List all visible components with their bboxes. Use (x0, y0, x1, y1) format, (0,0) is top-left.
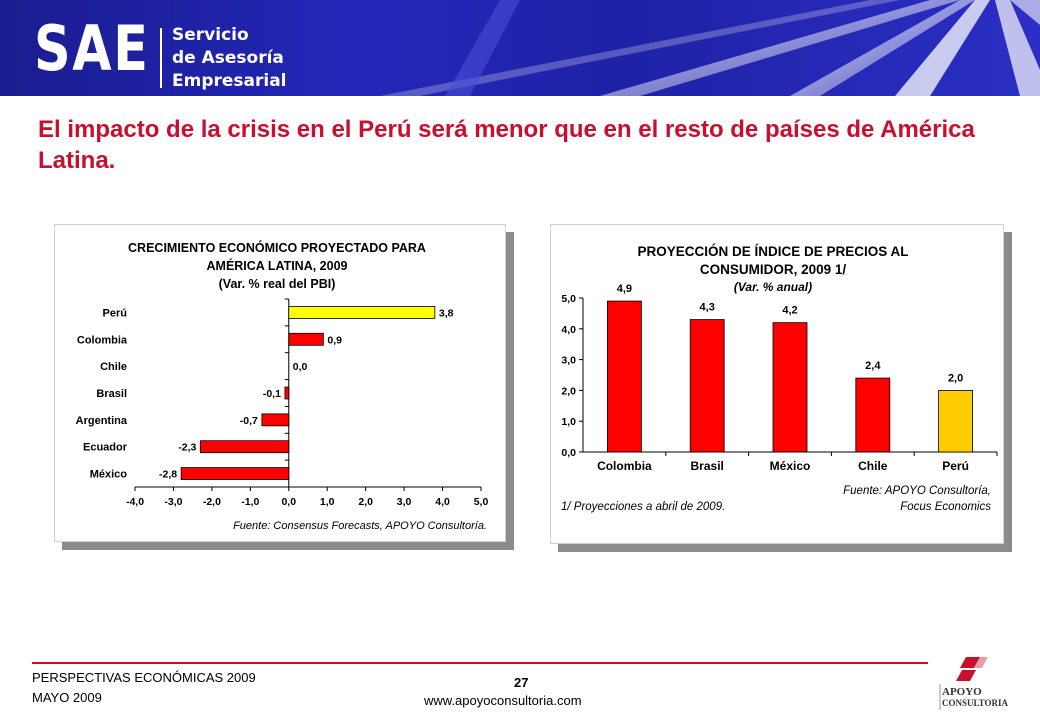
chart1-x-tick-label: 3,0 (397, 496, 412, 508)
chart1-bar (180, 467, 290, 480)
logo-subtitle-line3: Empresarial (172, 71, 287, 91)
chart1-category-label: Colombia (77, 334, 128, 346)
chart1-x-tick-label: -4,0 (126, 496, 144, 508)
growth-chart: CRECIMIENTO ECONÓMICO PROYECTADO PARA AM… (76, 240, 489, 532)
chart1-panel: CRECIMIENTO ECONÓMICO PROYECTADO PARA AM… (54, 224, 506, 542)
chart2-y-tick-label: 4,0 (561, 324, 576, 336)
logo-subtitle: Servicio de Asesoría Empresarial (172, 24, 287, 93)
chart2-category-label: México (770, 459, 811, 473)
chart2-panel: PROYECCIÓN DE ÍNDICE DE PRECIOS AL CONSU… (550, 224, 1004, 544)
chart1-bar (288, 306, 436, 319)
chart2-value-label: 4,3 (700, 302, 715, 314)
chart1-x-tick-label: 2,0 (358, 496, 373, 508)
chart2-title-line2: CONSUMIDOR, 2009 1/ (700, 262, 847, 277)
chart1-bar (261, 413, 290, 427)
sae-logo: SAE (34, 12, 150, 85)
chart2-y-tick-label: 5,0 (561, 293, 576, 305)
chart1-x-tick-label: -1,0 (241, 496, 259, 508)
chart1-x-tick-label: 4,0 (435, 496, 450, 508)
chart1-x-tick-label: -2,0 (203, 496, 221, 508)
chart2-bar (938, 389, 974, 453)
chart2-value-label: 4,2 (782, 305, 797, 317)
chart2-category-label: Perú (942, 459, 969, 473)
chart1-value-label: -2,3 (178, 442, 196, 454)
chart2-bar (855, 377, 891, 453)
chart1-title: CRECIMIENTO ECONÓMICO PROYECTADO PARA (128, 240, 426, 255)
chart1-plot-area: -4,0 -3,0 -2,0 -1,0 0,0 1,0 2,0 3,0 4,0 5,0 Perú 3,… (76, 298, 489, 508)
chart1-category-label: México (90, 469, 128, 481)
chart2-category-label: Chile (858, 459, 888, 473)
chart1-category-label: Ecuador (83, 442, 128, 454)
inflation-chart: PROYECCIÓN DE ÍNDICE DE PRECIOS AL CONSU… (561, 244, 998, 513)
chart2-value-label: 4,9 (617, 283, 632, 295)
chart1-x-tick-label: -3,0 (164, 496, 182, 508)
chart2-title: PROYECCIÓN DE ÍNDICE DE PRECIOS AL (637, 244, 908, 259)
footer-report-title: PERSPECTIVAS ECONÓMICAS 2009 (32, 670, 256, 685)
chart2-y-tick-label: 0,0 (561, 447, 576, 459)
chart1-title-line2: AMÉRICA LATINA, 2009 (207, 258, 348, 273)
chart1-category-label: Perú (103, 307, 127, 319)
apoyo-logo-line1: APOYO (942, 686, 982, 698)
chart2-category-label: Brasil (691, 459, 724, 473)
chart2-bar (607, 300, 642, 453)
chart2-source-line1: Fuente: APOYO Consultoría, (843, 485, 991, 497)
chart2-note: 1/ Proyecciones a abril de 2009. (561, 501, 725, 513)
chart2-subtitle: (Var. % anual) (734, 280, 812, 294)
logo-subtitle-line1: Servicio (172, 25, 249, 45)
chart1-x-tick-label: 1,0 (320, 496, 335, 508)
chart2-bar (772, 322, 808, 453)
chart1-category-label: Chile (100, 361, 127, 373)
chart1-bar (199, 440, 290, 454)
apoyo-logo-line2: CONSULTORIA (942, 698, 1009, 708)
logo-divider (160, 28, 162, 88)
chart2-plot-area: 0,0 1,0 2,0 3,0 4,0 5,0 4,9 Colombia 4,3 Brasil 4,… (561, 283, 998, 473)
chart1-value-label: -2,8 (159, 469, 177, 481)
chart1-category-label: Brasil (96, 388, 127, 400)
chart1-value-label: -0,7 (240, 415, 258, 427)
chart2-y-tick-label: 1,0 (561, 416, 576, 428)
chart1-category-label: Argentina (76, 415, 128, 427)
chart1-subtitle: (Var. % real del PBI) (219, 277, 336, 291)
chart2-source-line2: Focus Economics (900, 501, 991, 513)
chart1-source: Fuente: Consensus Forecasts, APOYO Consu… (233, 520, 487, 532)
chart2-y-tick-label: 3,0 (561, 355, 576, 367)
logo-subtitle-line2: de Asesoría (172, 48, 284, 68)
chart1-x-tick-label: 5,0 (474, 496, 489, 508)
footer-date: MAYO 2009 (32, 690, 102, 705)
chart1-value-label: 0,0 (293, 361, 308, 373)
header-banner: SAE Servicio de Asesoría Empresarial (0, 0, 1040, 96)
chart1-bar (284, 386, 290, 400)
chart2-value-label: 2,4 (865, 360, 881, 372)
chart2-category-label: Colombia (597, 459, 652, 473)
chart1-value-label: -0,1 (263, 388, 281, 400)
chart1-value-label: 3,8 (439, 307, 454, 319)
banner-light-rays (380, 0, 1040, 96)
footer-url: www.apoyoconsultoria.com (424, 693, 582, 708)
slide-title: El impacto de la crisis en el Perú será … (38, 116, 975, 174)
chart1-x-tick-label: 0,0 (281, 496, 296, 508)
footer-divider (32, 662, 928, 664)
page-number: 27 (514, 675, 529, 690)
chart2-value-label: 2,0 (948, 372, 963, 384)
chart2-y-tick-label: 2,0 (561, 385, 576, 397)
apoyo-consultoria-logo: APOYO CONSULTORIA (939, 657, 1009, 710)
chart2-bar (689, 319, 725, 453)
chart1-bar (288, 332, 324, 346)
chart1-value-label: 0,9 (327, 334, 342, 346)
